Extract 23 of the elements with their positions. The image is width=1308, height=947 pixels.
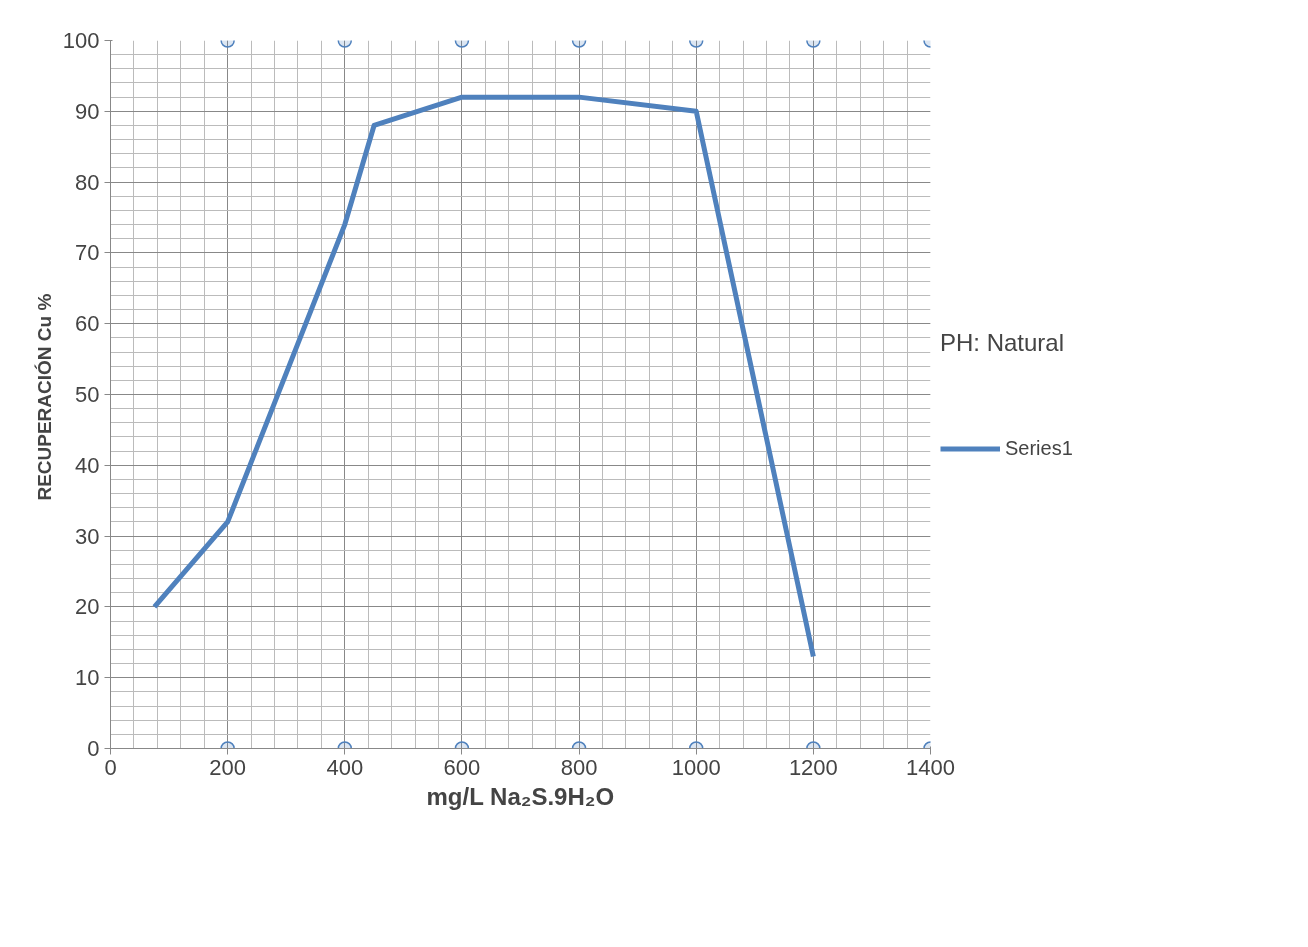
y-tick-label: 90 — [75, 98, 100, 124]
text: PH: Natural — [940, 328, 1066, 357]
y-tick-label: 80 — [75, 169, 100, 195]
x-axis-title: mg/L Na₂S.9H₂O — [426, 782, 615, 810]
legend-label: Series1 — [1005, 436, 1073, 460]
y-tick-label: 100 — [62, 28, 100, 53]
x-tick-label: 800 — [560, 754, 598, 780]
y-tick-label: 60 — [75, 311, 100, 337]
x-tick-label: 200 — [209, 754, 247, 780]
x-tick-label: 400 — [326, 754, 364, 780]
y-tick-label: 50 — [75, 382, 100, 407]
y-tick-label: 40 — [75, 452, 100, 478]
x-tick-label: 0 — [104, 754, 117, 780]
y-tick-label: 30 — [75, 523, 100, 549]
x-tick-label: 1200 — [788, 754, 838, 780]
x-tick-label: 600 — [443, 754, 481, 780]
y-axis-title: RECUPERACIÓN Cu % — [33, 293, 55, 501]
y-tick-label: 70 — [75, 240, 100, 266]
x-tick-label: 1400 — [906, 754, 955, 780]
y-tick-label: 20 — [75, 594, 100, 620]
x-tick-label: 1000 — [671, 754, 721, 780]
y-tick-label: 0 — [87, 736, 100, 761]
y-tick-label: 10 — [75, 665, 100, 691]
